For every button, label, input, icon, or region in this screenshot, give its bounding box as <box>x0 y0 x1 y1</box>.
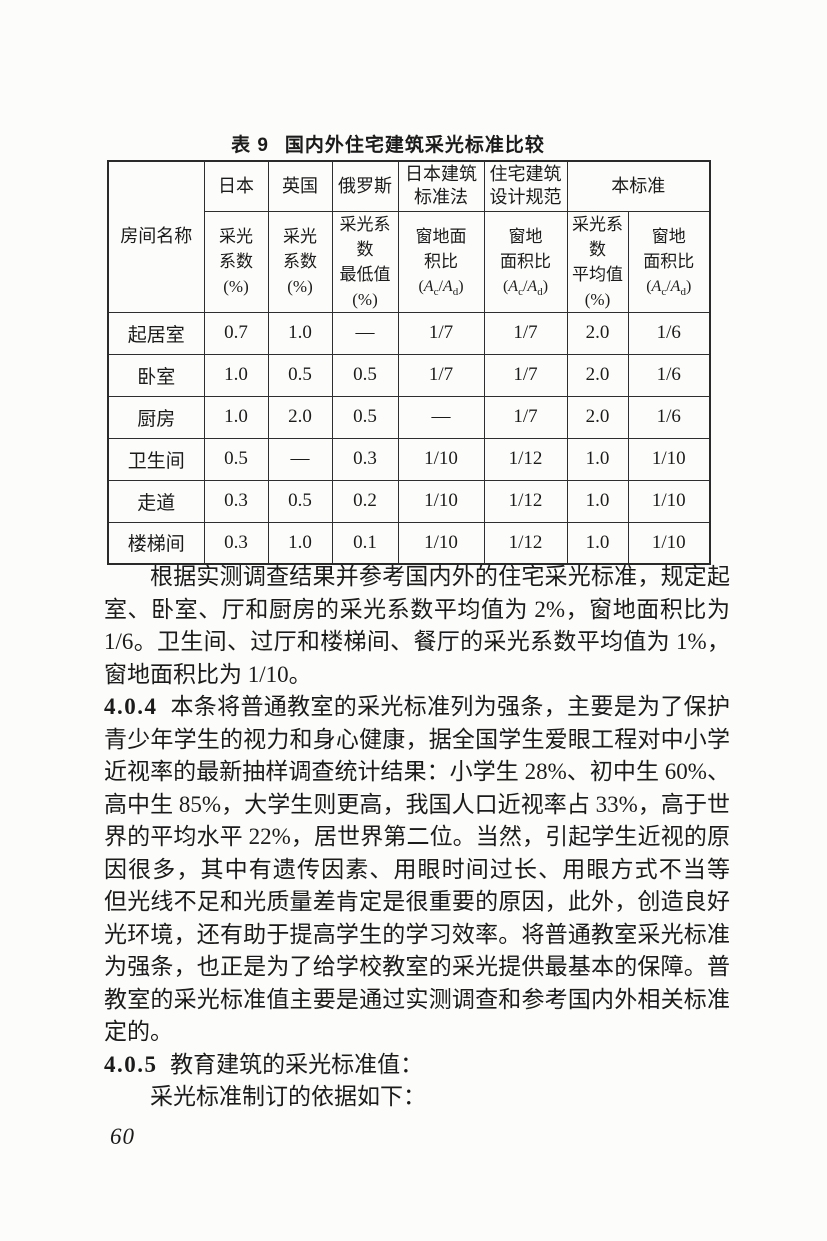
table-row-kitchen: 厨房 1.0 2.0 0.5 — 1/7 2.0 1/6 <box>107 395 711 439</box>
table-row-bathroom: 卫生间 0.5 — 0.3 1/10 1/12 1.0 1/10 <box>107 437 711 481</box>
section-404-text: 本条将普通教室的采光标准列为强条，主要是为了保护 <box>170 694 730 719</box>
header-japan-building-law: 日本建筑 标准法 <box>397 160 485 212</box>
data-cell: 0.5 <box>203 437 269 481</box>
intro-line: 1/6。卫生间、过厅和楼梯间、餐厅的采光系数平均值为 1%，其 <box>104 629 730 654</box>
data-cell: 0.5 <box>331 395 399 439</box>
data-cell: 1/7 <box>483 395 568 439</box>
data-cell: 2.0 <box>566 311 629 355</box>
row-name: 起居室 <box>107 311 205 355</box>
data-cell: 1.0 <box>267 521 333 565</box>
table-row-bedroom: 卧室 1.0 0.5 0.5 1/7 1/7 2.0 1/6 <box>107 353 711 397</box>
row-name: 厨房 <box>107 395 205 439</box>
table-title: 国内外住宅建筑采光标准比较 <box>284 135 545 156</box>
section-404-line: 定的。 <box>104 1019 173 1044</box>
data-cell: 1/6 <box>627 395 711 439</box>
data-cell: 0.3 <box>203 521 269 565</box>
body-text: 根据实测调查结果并参考国内外的住宅采光标准，规定起居 室、卧室、厅和厨房的采光系… <box>104 561 730 1114</box>
note-line: 采光标准制订的依据如下： <box>150 1084 426 1109</box>
data-cell: 1/10 <box>397 437 485 481</box>
data-cell: 0.1 <box>331 521 399 565</box>
row-name: 卧室 <box>107 353 205 397</box>
data-cell: 1/12 <box>483 479 568 523</box>
header-uk: 英国 <box>267 160 333 212</box>
ratio-formula: (Ac/Ad) <box>418 278 464 298</box>
data-cell: 2.0 <box>566 353 629 397</box>
subheader-daylight-factor-avg-this-standard: 采光系数 平均值 (%) <box>566 210 629 313</box>
daylighting-comparison-table: 房间名称 日本 英国 俄罗斯 日本建筑 标准法 住宅建筑 设计规范 本标准 采光… <box>107 160 711 565</box>
section-404-number: 4.0.4 <box>104 694 158 719</box>
header-japan: 日本 <box>203 160 269 212</box>
data-cell: 1.0 <box>267 311 333 355</box>
data-cell: — <box>331 311 399 355</box>
section-405-number: 4.0.5 <box>104 1051 158 1077</box>
section-404-first-line: 4.0.4 本条将普通教室的采光标准列为强条，主要是为了保护 <box>104 691 730 724</box>
data-cell: 0.5 <box>331 353 399 397</box>
data-cell: 0.5 <box>267 353 333 397</box>
data-cell: 1.0 <box>203 353 269 397</box>
table-number: 表 9 <box>231 135 269 156</box>
data-cell: 0.5 <box>267 479 333 523</box>
subheader-daylight-factor-min-russia: 采光系数 最低值 (%) <box>331 210 399 313</box>
data-cell: 2.0 <box>267 395 333 439</box>
data-cell: 0.2 <box>331 479 399 523</box>
data-cell: 1/7 <box>397 353 485 397</box>
section-404-line: 界的平均水平 22%，居世界第二位。当然，引起学生近视的原 <box>104 824 730 849</box>
subheader-window-floor-ratio-japan-law: 窗地面 积比 (Ac/Ad) <box>397 210 485 313</box>
data-cell: 1/6 <box>627 311 711 355</box>
row-name: 楼梯间 <box>107 521 205 565</box>
ratio-formula: (Ac/Ad) <box>646 278 692 298</box>
data-cell: 1/6 <box>627 353 711 397</box>
section-405-text: 教育建筑的采光标准值： <box>170 1051 424 1077</box>
data-cell: 0.3 <box>203 479 269 523</box>
header-russia: 俄罗斯 <box>331 160 399 212</box>
data-cell: 1.0 <box>566 521 629 565</box>
section-404-line: 光环境，还有助于提高学生的学习效率。将普通教室采光标准列 <box>104 921 730 947</box>
data-cell: — <box>397 395 485 439</box>
subheader-window-floor-ratio-design-code: 窗地 面积比 (Ac/Ad) <box>483 210 568 313</box>
header-this-standard: 本标准 <box>566 160 711 212</box>
data-cell: 2.0 <box>566 395 629 439</box>
section-404-line: 教室的采光标准值主要是通过实测调查和参考国内外相关标准制 <box>104 986 730 1012</box>
section-404-line: 青少年学生的视力和身心健康，据全国学生爱眼工程对中小学生 <box>104 726 730 752</box>
data-cell: 1/12 <box>483 437 568 481</box>
section-404-line: 但光线不足和光质量差肯定是很重要的原因，此外，创造良好的 <box>104 889 730 914</box>
row-name: 走道 <box>107 479 205 523</box>
data-cell: 1/7 <box>483 311 568 355</box>
ratio-formula: (Ac/Ad) <box>502 278 549 298</box>
data-cell: 1.0 <box>566 437 629 481</box>
data-cell: — <box>267 437 333 481</box>
section-405-heading: 4.0.5 教育建筑的采光标准值： <box>104 1049 730 1082</box>
data-cell: 1/7 <box>483 353 568 397</box>
data-cell: 0.7 <box>203 311 269 355</box>
data-cell: 1/10 <box>397 479 485 523</box>
data-cell: 1/10 <box>397 521 485 565</box>
table-caption: 表 9 国内外住宅建筑采光标准比较 <box>107 130 709 157</box>
data-cell: 1.0 <box>203 395 269 439</box>
table-row-stairwell: 楼梯间 0.3 1.0 0.1 1/10 1/12 1.0 1/10 <box>107 521 711 565</box>
data-cell: 1/10 <box>627 521 711 565</box>
section-404-line: 近视率的最新抽样调查统计结果：小学生 28%、初中生 60%、 <box>104 759 730 784</box>
data-cell: 1/10 <box>627 479 711 523</box>
row-name: 卫生间 <box>107 437 205 481</box>
data-cell: 0.3 <box>331 437 399 481</box>
subheader-window-floor-ratio-this-standard: 窗地 面积比 (Ac/Ad) <box>627 210 711 313</box>
data-cell: 1/7 <box>397 311 485 355</box>
header-room-name: 房间名称 <box>107 160 205 313</box>
intro-line: 根据实测调查结果并参考国内外的住宅采光标准，规定起居 <box>150 564 730 589</box>
section-404-line: 高中生 85%，大学生则更高，我国人口近视率占 33%，高于世 <box>104 791 730 817</box>
page-number: 60 <box>110 1124 135 1149</box>
intro-line: 室、卧室、厅和厨房的采光系数平均值为 2%，窗地面积比为 <box>104 596 730 622</box>
section-404-line: 为强条，也正是为了给学校教室的采光提供最基本的保障。普通 <box>104 954 730 979</box>
subheader-daylight-factor-uk: 采光 系数 (%) <box>267 210 333 313</box>
subheader-daylight-factor-japan: 采光 系数 (%) <box>203 210 269 313</box>
table-row-corridor: 走道 0.3 0.5 0.2 1/10 1/12 1.0 1/10 <box>107 479 711 523</box>
data-cell: 1/10 <box>627 437 711 481</box>
table-row-living-room: 起居室 0.7 1.0 — 1/7 1/7 2.0 1/6 <box>107 311 711 355</box>
intro-line: 窗地面积比为 1/10。 <box>104 661 312 687</box>
data-cell: 1.0 <box>566 479 629 523</box>
header-residential-design-code: 住宅建筑 设计规范 <box>483 160 568 212</box>
section-404-line: 因很多，其中有遗传因素、用眼时间过长、用眼方式不当等等， <box>104 856 730 882</box>
data-cell: 1/12 <box>483 521 568 565</box>
